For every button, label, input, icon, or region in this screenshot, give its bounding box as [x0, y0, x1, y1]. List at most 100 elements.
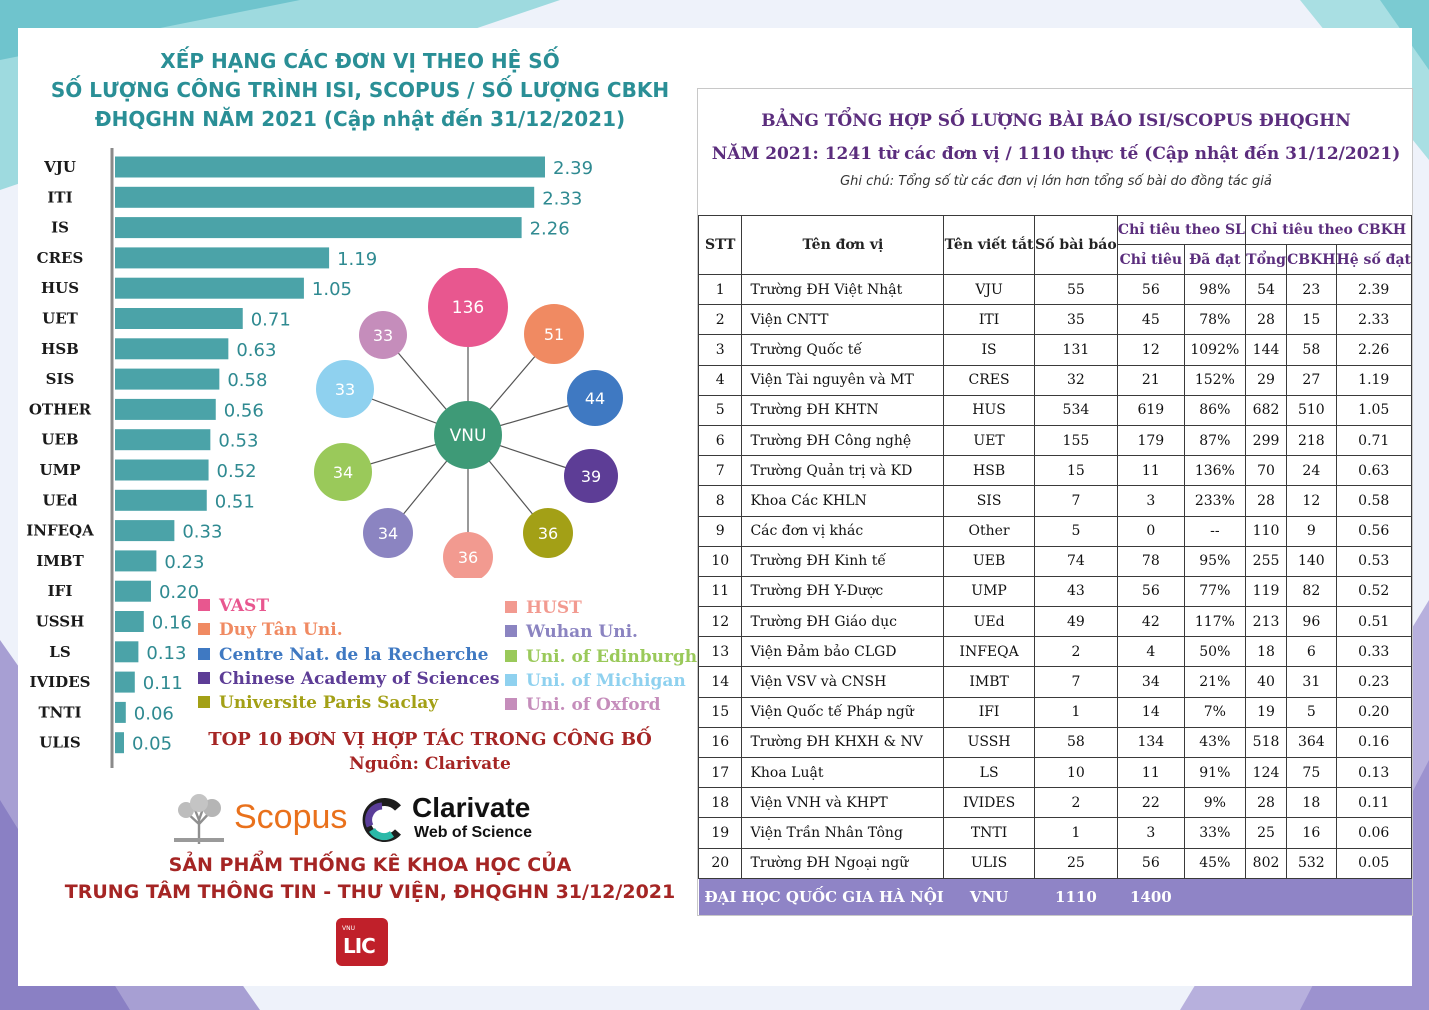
table-title: BẢNG TỔNG HỢP SỐ LƯỢNG BÀI BÁO ISI/SCOPU…: [698, 89, 1414, 215]
table-cell: Khoa Luật: [741, 756, 945, 789]
scopus-wordmark: Scopus: [234, 798, 348, 836]
bar-value-label: 2.33: [542, 188, 582, 209]
table-cell: 45%: [1183, 847, 1246, 879]
table-cell: HSB: [943, 455, 1035, 487]
bar-value-label: 0.05: [132, 734, 172, 755]
table-cell: 1.19: [1335, 364, 1413, 396]
table-cell: 6: [697, 424, 743, 457]
bubble-node: [359, 311, 407, 359]
table-cell: 0.56: [1335, 515, 1413, 547]
table-cell: 0.71: [1335, 424, 1413, 457]
table-cell: 144: [1244, 334, 1288, 366]
table-row: 18 Viện VNH và KHPT IVIDES 2 22 9% 28 18 0.11: [697, 787, 1413, 819]
bar-value-label: 2.39: [553, 158, 593, 179]
table-note: Ghi chú: Tổng số từ các đơn vị lớn hơn t…: [840, 174, 1272, 189]
bar-value-label: 0.52: [217, 461, 257, 482]
table-cell: 682: [1244, 394, 1288, 426]
legend-swatch: [505, 698, 517, 711]
table-cell: 0.63: [1335, 455, 1413, 487]
chart-title-line-1: XẾP HẠNG CÁC ĐƠN VỊ THEO HỆ SỐ: [160, 49, 560, 73]
bubble-value-label: 39: [581, 467, 601, 486]
bar-category-label: VJU: [43, 158, 76, 176]
table-cell: 58: [1033, 726, 1118, 759]
table-cell: 7: [1033, 666, 1118, 698]
table-cell: 8: [697, 485, 743, 517]
bubble-node: [314, 443, 372, 501]
bar-category-label: UEB: [41, 431, 78, 449]
bar-value-label: 0.13: [146, 643, 186, 664]
table-cell: 78%: [1183, 304, 1246, 336]
table-cell: 9%: [1183, 787, 1246, 819]
table-cell: IMBT: [943, 666, 1035, 698]
bubble-node: [443, 532, 493, 578]
table-cell: Trường ĐH Công nghệ: [741, 424, 945, 457]
table-row: 4 Viện Tài nguyên và MT CRES 32 21 152% 29 27 1.…: [697, 364, 1413, 396]
table-row: 12 Trường ĐH Giáo dục UEd 49 42 117% 213 96 0.51: [697, 606, 1413, 638]
table-row: 20 Trường ĐH Ngoại ngữ ULIS 25 56 45% 802 532 0.…: [697, 847, 1413, 879]
top10-source: Nguồn: Clarivate: [349, 754, 511, 774]
table-cell: 11: [1116, 455, 1185, 487]
table-cell: 74: [1033, 545, 1118, 577]
table-cell: 218: [1286, 424, 1337, 457]
bar-category-label: UEd: [42, 491, 78, 509]
bar-value-label: 0.20: [159, 582, 199, 603]
table-cell: UEd: [943, 606, 1035, 638]
bar-value-label: 0.33: [182, 522, 222, 543]
table-cell: Trường Quốc tế: [741, 334, 945, 366]
clarivate-mark-icon: [362, 798, 401, 842]
chart-title-line-2: SỐ LƯỢNG CÔNG TRÌNH ISI, SCOPUS / SỐ LƯỢ…: [50, 78, 670, 102]
table-cell: 15: [1033, 455, 1118, 487]
ratio-bar-chart: VJU 2.39 ITI 2.33 IS 2.26 CRES 1.19 HUS 1.05 UET 0.…: [26, 148, 593, 768]
bar-uet: [115, 308, 243, 329]
table-cell: 510: [1286, 394, 1337, 426]
table-cell: 98%: [1183, 273, 1246, 306]
bar-category-label: ULIS: [39, 734, 80, 752]
bar-category-label: IMBT: [36, 552, 84, 570]
table-cell: 17: [697, 756, 743, 789]
table-cell: 255: [1244, 545, 1288, 577]
bubble-value-label: 34: [333, 463, 353, 482]
clarivate-logo: Clarivate Web of Science: [358, 792, 578, 848]
table-cell: 10: [1033, 756, 1118, 789]
table-cell: 16: [697, 726, 743, 759]
table-cell: 2: [1033, 787, 1118, 819]
bar-is: [115, 217, 522, 239]
table-cell: INFEQA: [943, 636, 1035, 668]
bar-value-label: 0.71: [251, 310, 291, 331]
table-cell: 0.33: [1335, 636, 1413, 668]
table-cell: 96: [1286, 606, 1337, 638]
table-cell: 0.51: [1335, 606, 1413, 638]
table-cell: 124: [1244, 756, 1288, 789]
table-row: 3 Trường Quốc tế IS 131 12 1092% 144 58 2.26: [697, 334, 1413, 366]
legend-label: HUST: [526, 598, 582, 618]
table-row: 7 Trường Quản trị và KD HSB 15 11 136% 70 24 0.6…: [697, 455, 1413, 487]
bubble-center: [434, 401, 502, 469]
table-cell: 82: [1286, 575, 1337, 608]
bubble-value-label: 34: [378, 524, 398, 543]
table-cell: 12: [1116, 334, 1185, 366]
table-cell: 56: [1116, 575, 1185, 608]
bar-value-label: 2.26: [530, 219, 570, 240]
bar-value-label: 0.51: [215, 491, 255, 512]
footer-credit: SẢN PHẨM THỐNG KÊ KHOA HỌC CỦA TRUNG TÂM…: [40, 852, 700, 906]
legend-label: Wuhan Uni.: [526, 622, 638, 643]
legend-item: Wuhan Uni.: [505, 622, 638, 642]
table-row: 5 Trường ĐH KHTN HUS 534 619 86% 682 510 1.05: [697, 394, 1413, 426]
table-cell: 77%: [1183, 575, 1246, 608]
table-cell: Other: [943, 515, 1035, 547]
table-cell: 33%: [1183, 817, 1246, 849]
legend-label: Uni. of Oxford: [526, 695, 661, 716]
bar-value-label: 0.06: [134, 703, 174, 724]
table-cell: 7: [1033, 485, 1118, 517]
table-cell: 56: [1116, 273, 1185, 306]
table-cell: 75: [1286, 756, 1337, 789]
table-cell: 0.16: [1335, 726, 1413, 759]
table-cell: 4: [1116, 636, 1185, 668]
table-cell: 28: [1244, 787, 1288, 819]
table-cell: 14: [1116, 696, 1185, 728]
table-cell: 32: [1033, 364, 1118, 396]
table-cell: 155: [1033, 424, 1118, 457]
table-cell: 2: [1033, 636, 1118, 668]
footer-line-2: TRUNG TÂM THÔNG TIN - THƯ VIỆN, ĐHQGHN 3…: [64, 881, 676, 903]
bar-imbt: [115, 550, 157, 572]
